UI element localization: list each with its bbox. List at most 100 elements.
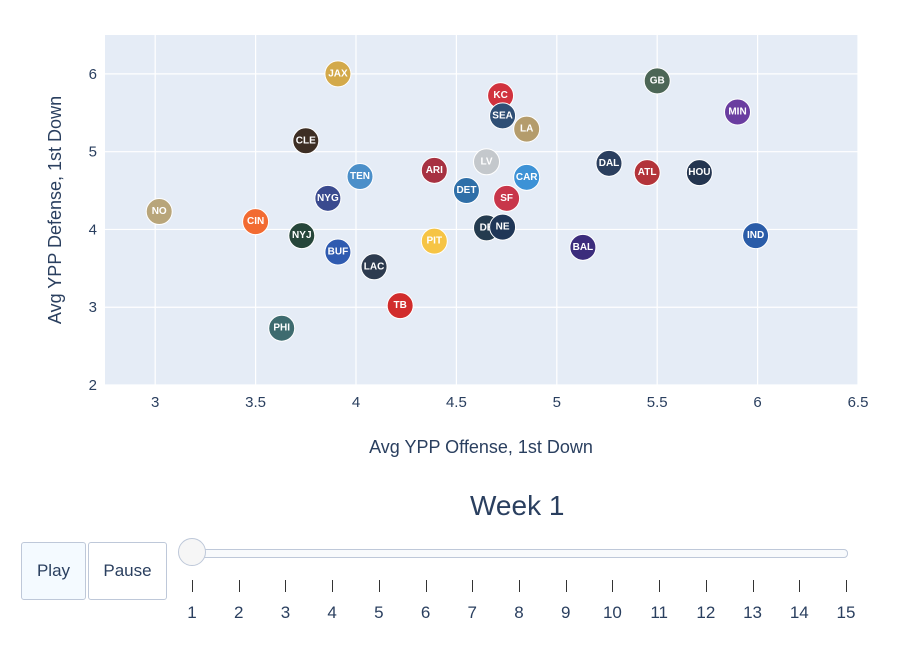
team-point-sf[interactable]: SF [493,184,521,212]
team-point-lv[interactable]: LV [473,148,501,176]
slider-step-label-4[interactable]: 4 [327,603,337,622]
week-slider-handle[interactable] [178,538,206,566]
y-tick-label: 5 [89,144,97,161]
team-label: CIN [247,216,264,227]
slider-step-label-7[interactable]: 7 [467,603,478,622]
team-point-det[interactable]: DET [452,177,480,205]
team-marker [742,222,770,250]
y-tick-label: 6 [89,66,97,83]
team-marker [633,159,661,187]
pause-button[interactable]: Pause [88,542,167,600]
x-axis-title: Avg YPP Offense, 1st Down [369,437,593,457]
team-point-sea[interactable]: SEA [489,102,517,130]
y-axis-title: Avg YPP Defense, 1st Down [45,96,65,324]
team-point-lac[interactable]: LAC [360,253,388,281]
team-point-kc[interactable]: KC [487,82,515,110]
team-marker [314,184,342,212]
slider-step-tick [705,580,707,592]
team-marker [473,148,501,176]
team-point-cle[interactable]: CLE [292,127,320,155]
team-marker [595,149,623,177]
slider-step-tick [659,580,661,592]
slider-step-tick [238,580,240,592]
team-marker [724,98,752,126]
slider-step-label-8[interactable]: 8 [514,603,524,622]
play-button[interactable]: Play [21,542,86,600]
team-marker [268,314,296,342]
team-label: TEN [350,171,370,182]
team-point-nyj[interactable]: NYJ [288,222,316,250]
team-marker [643,67,671,95]
team-label: PIT [427,236,443,247]
team-point-pit[interactable]: PIT [420,227,448,255]
team-point-tb[interactable]: TB [386,292,414,320]
slider-step-tick [192,580,193,592]
team-marker [685,159,713,187]
team-marker [420,227,448,255]
team-point-cin[interactable]: CIN [242,208,270,236]
team-point-ari[interactable]: ARI [420,156,448,184]
team-label: LV [480,156,492,167]
slider-step-label-13[interactable]: 13 [743,603,763,622]
team-marker [324,238,352,266]
team-point-bal[interactable]: BAL [569,233,597,261]
team-point-ten[interactable]: TEN [346,163,374,191]
team-label: KC [493,90,507,101]
x-tick-label: 3 [151,394,159,411]
slider-step-tick [378,580,380,592]
slider-step-label-6[interactable]: 6 [420,603,431,622]
slider-step-label-12[interactable]: 12 [696,603,716,622]
team-label: IND [747,230,764,241]
team-marker [489,213,517,241]
team-label: BUF [328,247,349,258]
slider-step-label-1[interactable]: 1 [187,603,197,622]
team-label: SEA [492,110,513,121]
slider-step-tick [612,580,614,592]
team-label: CLE [296,135,316,146]
team-point-ne[interactable]: NE [489,213,517,241]
team-label: PHI [273,323,290,334]
y-tick-label: 4 [89,221,97,238]
team-point-ind[interactable]: IND [742,222,770,250]
team-label: ARI [426,165,443,176]
team-point-hou[interactable]: HOU [685,159,713,187]
team-label: BAL [573,242,594,253]
team-point-gb[interactable]: GB [643,67,671,95]
slider-step-label-15[interactable]: 15 [836,603,856,622]
team-point-jax[interactable]: JAX [324,60,352,88]
x-tick-label: 6 [753,394,761,411]
team-point-phi[interactable]: PHI [268,314,296,342]
team-point-atl[interactable]: ATL [633,159,661,187]
team-marker [324,60,352,88]
slider-step-tick [752,580,754,592]
team-label: NO [152,206,167,217]
team-point-dal[interactable]: DAL [595,149,623,177]
team-marker [420,156,448,184]
team-label: DE [480,222,494,233]
team-point-car[interactable]: CAR [513,163,541,191]
team-label: CAR [516,172,538,183]
slider-step-label-9[interactable]: 9 [560,603,571,622]
team-label: ATL [638,167,657,178]
team-label: GB [650,75,665,86]
slider-step-label-3[interactable]: 3 [280,603,291,622]
team-label: NE [496,222,510,233]
team-point-la[interactable]: LA [513,115,541,143]
team-point-buf[interactable]: BUF [324,238,352,266]
slider-step-label-11[interactable]: 11 [650,603,668,622]
slider-step-label-14[interactable]: 14 [789,603,809,622]
team-point-nyg[interactable]: NYG [314,184,342,212]
y-tick-label: 2 [89,377,97,394]
slider-step-tick [565,580,567,592]
y-axis-ticks: 2 3 4 5 6 [89,66,97,394]
slider-step-tick [846,580,847,592]
team-marker [493,184,521,212]
team-marker [569,233,597,261]
team-point-min[interactable]: MIN [724,98,752,126]
week-slider-rail[interactable] [186,549,848,558]
team-point-no[interactable]: NO [145,198,173,226]
team-marker [288,222,316,250]
slider-step-label-10[interactable]: 10 [602,603,622,622]
slider-step-label-2[interactable]: 2 [233,603,244,622]
slider-step-label-5[interactable]: 5 [374,603,384,622]
